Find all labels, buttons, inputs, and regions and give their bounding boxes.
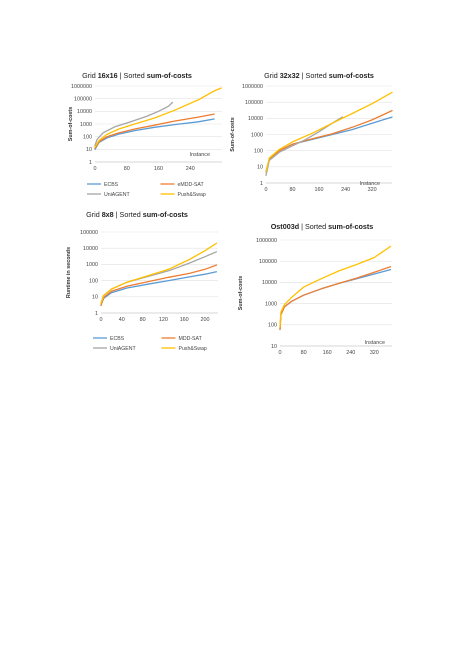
chart-title-part: | Sorted bbox=[118, 71, 147, 80]
chart-panel-4: Ost003d | Sorted sum-of-costs 10 100 1000 10… bbox=[238, 222, 392, 356]
series-line-ecbs bbox=[100, 271, 218, 306]
series-line-ecbs bbox=[279, 268, 392, 331]
series-line-uniagent bbox=[100, 251, 218, 304]
y-tick-label: 1000000 bbox=[242, 84, 263, 90]
y-tick-label: 100000 bbox=[259, 259, 277, 265]
chart-panel-3: Grid 8x8 | Sorted sum-of-costs 1 10 100 1000… bbox=[66, 210, 218, 352]
x-tick-label: 320 bbox=[368, 187, 377, 193]
legend-label: ECBS bbox=[104, 182, 119, 188]
chart-title: Grid 32x32 | Sorted sum-of-costs bbox=[264, 71, 374, 80]
y-tick-label: 10 bbox=[271, 344, 277, 350]
chart-title-part: Grid bbox=[264, 71, 280, 80]
x-tick-label: 0 bbox=[94, 166, 97, 172]
y-tick-label: 10 bbox=[257, 165, 263, 171]
series-line-ecbs bbox=[94, 118, 215, 150]
series-line-push-swap bbox=[100, 242, 218, 304]
y-tick-label: 1000 bbox=[80, 122, 92, 128]
chart-title-part: Grid bbox=[82, 71, 98, 80]
y-axis-label: Runtime in seconds bbox=[66, 247, 72, 298]
chart-title-part: sum-of-costs bbox=[143, 210, 188, 219]
y-axis-label: Sum-of-costs bbox=[68, 107, 74, 141]
x-tick-label: 0 bbox=[279, 350, 282, 356]
x-tick-label: 160 bbox=[180, 317, 189, 323]
x-tick-label: 0 bbox=[265, 187, 268, 193]
x-tick-label: 80 bbox=[301, 350, 307, 356]
chart-title-part: | Sorted bbox=[299, 222, 328, 231]
y-tick-label: 10 bbox=[92, 295, 98, 301]
series-line-push-swap bbox=[94, 87, 222, 148]
x-tick-label: 160 bbox=[154, 166, 163, 172]
y-tick-label: 1 bbox=[95, 311, 98, 317]
chart-title-part: 8x8 bbox=[102, 210, 114, 219]
x-tick-label: 40 bbox=[119, 317, 125, 323]
series-line-mdd-sat bbox=[100, 264, 218, 306]
y-tick-label: 1 bbox=[89, 160, 92, 166]
x-axis-label: Instance bbox=[190, 152, 210, 158]
y-tick-label: 100 bbox=[268, 323, 277, 329]
y-tick-label: 10000 bbox=[77, 109, 92, 115]
chart-title-part: Grid bbox=[86, 210, 102, 219]
series-line-push-swap bbox=[279, 245, 392, 328]
y-tick-label: 1000000 bbox=[71, 84, 92, 90]
y-tick-label: 100000 bbox=[74, 96, 92, 102]
y-tick-label: 100000 bbox=[80, 230, 98, 236]
chart-title-part: sum-of-costs bbox=[328, 222, 373, 231]
y-tick-label: 1000 bbox=[251, 132, 263, 138]
x-tick-label: 120 bbox=[159, 317, 168, 323]
x-tick-label: 80 bbox=[290, 187, 296, 193]
chart-title: Grid 8x8 | Sorted sum-of-costs bbox=[86, 210, 188, 219]
x-axis-label: Instance bbox=[365, 340, 385, 346]
chart-title-part: sum-of-costs bbox=[147, 71, 192, 80]
x-tick-label: 200 bbox=[201, 317, 210, 323]
y-tick-label: 100 bbox=[89, 278, 98, 284]
y-tick-label: 1000000 bbox=[256, 238, 277, 244]
chart-title: Grid 16x16 | Sorted sum-of-costs bbox=[82, 71, 192, 80]
y-tick-label: 1000 bbox=[265, 301, 277, 307]
x-tick-label: 240 bbox=[341, 187, 350, 193]
y-tick-label: 10000 bbox=[262, 280, 277, 286]
series-line-uniagent bbox=[94, 101, 174, 147]
chart-title-part: Ost003d bbox=[271, 222, 299, 231]
series-line-emdd-sat bbox=[265, 109, 393, 173]
series-line-emdd-sat bbox=[94, 113, 215, 149]
legend-label: UniAGENT bbox=[104, 192, 130, 198]
x-axis-label: Instance bbox=[360, 181, 380, 187]
legend-label: Push&Swap bbox=[178, 192, 206, 198]
legend-label: UniAGENT bbox=[110, 346, 136, 352]
y-tick-label: 10 bbox=[86, 147, 92, 153]
x-tick-label: 240 bbox=[346, 350, 355, 356]
chart-title-part: 32x32 bbox=[280, 71, 300, 80]
chart-title-part: sum-of-costs bbox=[329, 71, 374, 80]
legend-label: MDD-SAT bbox=[179, 336, 203, 342]
chart-panel-2: Grid 32x32 | Sorted sum-of-costs 1 10 100 10… bbox=[230, 71, 393, 193]
x-tick-label: 320 bbox=[370, 350, 379, 356]
y-axis-label: Sum-of-costs bbox=[230, 117, 236, 151]
x-tick-label: 160 bbox=[315, 187, 324, 193]
y-tick-label: 100 bbox=[254, 148, 263, 154]
legend-label: ECBS bbox=[110, 336, 125, 342]
y-tick-label: 100000 bbox=[245, 100, 263, 106]
y-tick-label: 10000 bbox=[248, 116, 263, 122]
legend-label: eMDD-SAT bbox=[178, 182, 205, 188]
x-tick-label: 0 bbox=[100, 317, 103, 323]
y-tick-label: 1 bbox=[260, 181, 263, 187]
chart-title-part: | Sorted bbox=[114, 210, 143, 219]
y-tick-label: 10000 bbox=[83, 246, 98, 252]
x-tick-label: 80 bbox=[140, 317, 146, 323]
x-tick-label: 80 bbox=[124, 166, 130, 172]
chart-title-part: 16x16 bbox=[98, 71, 118, 80]
y-tick-label: 1000 bbox=[86, 262, 98, 268]
x-tick-label: 160 bbox=[323, 350, 332, 356]
x-tick-label: 240 bbox=[186, 166, 195, 172]
chart-panel-1: Grid 16x16 | Sorted sum-of-costs 1 10 100 10… bbox=[68, 71, 222, 198]
series-line-push-swap bbox=[265, 91, 393, 173]
y-tick-label: 100 bbox=[83, 134, 92, 140]
series-line-emdd-sat bbox=[279, 266, 392, 331]
y-axis-label: Sum-of-costs bbox=[238, 276, 244, 310]
chart-title-part: | Sorted bbox=[300, 71, 329, 80]
chart-title: Ost003d | Sorted sum-of-costs bbox=[271, 222, 374, 231]
legend-label: Push&Swap bbox=[179, 346, 207, 352]
